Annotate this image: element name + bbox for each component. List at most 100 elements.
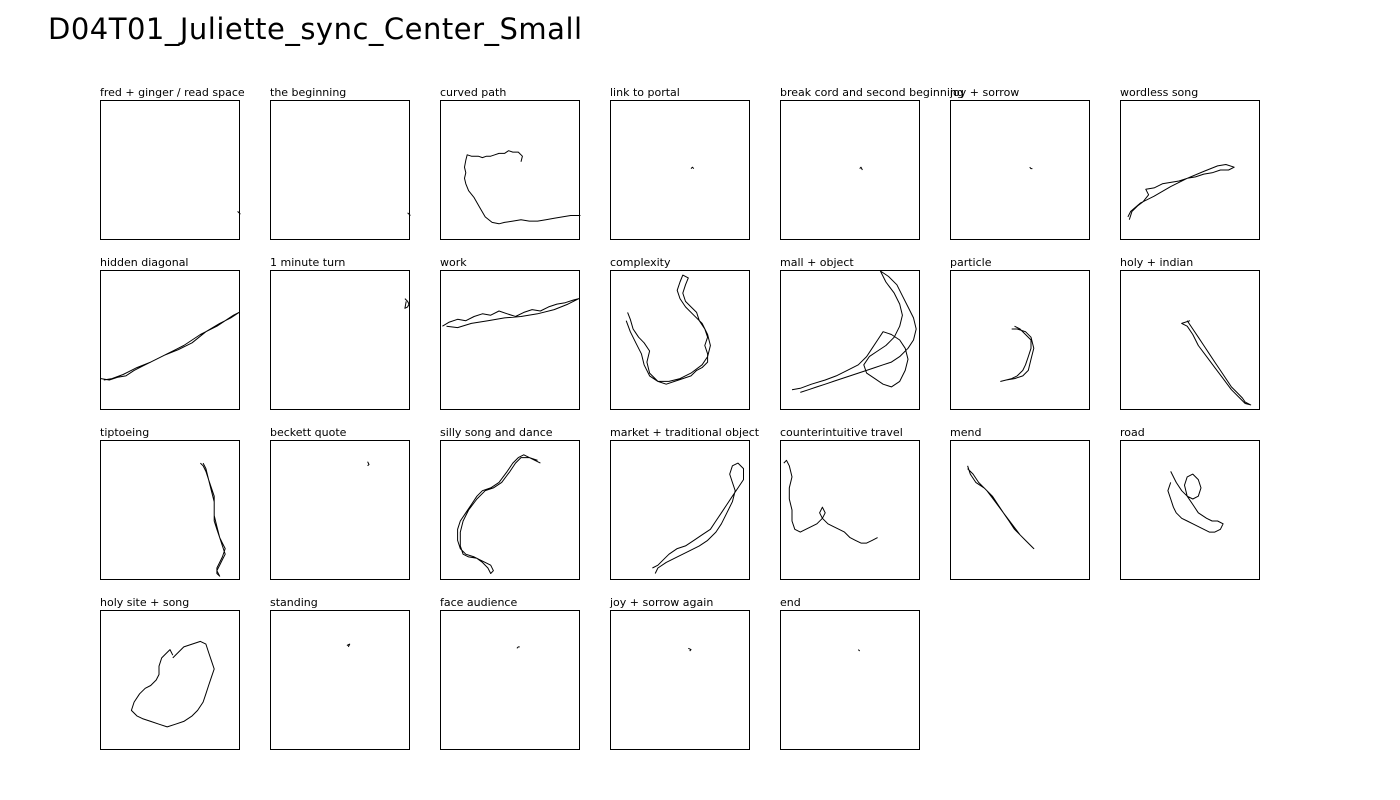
trajectory-line	[1127, 164, 1235, 220]
panel-svg	[367, 461, 370, 467]
trajectory-panel: 1 minute turn	[270, 256, 440, 426]
trajectory-panel: curved path	[440, 86, 610, 256]
trajectory-line	[688, 647, 692, 652]
panel-title: particle	[950, 256, 992, 269]
panel-svg	[407, 212, 411, 216]
panel-svg	[652, 462, 744, 574]
trajectory-panel: work	[440, 256, 610, 426]
panel-plot-area	[780, 270, 920, 410]
trajectory-panel: silly song and dance	[440, 426, 610, 596]
page-title: D04T01_Juliette_sync_Center_Small	[48, 12, 583, 46]
trajectory-panel: fred + ginger / read space	[100, 86, 270, 256]
panel-svg	[237, 211, 241, 215]
panel-svg	[859, 166, 863, 171]
panel-title: holy site + song	[100, 596, 190, 609]
trajectory-panel: road	[1120, 426, 1290, 596]
panel-title: road	[1120, 426, 1145, 439]
panel-svg	[1167, 471, 1224, 533]
trajectory-panel: particle	[950, 256, 1120, 426]
panel-svg	[791, 270, 917, 393]
panel-plot-area	[440, 440, 580, 580]
panel-title: end	[780, 596, 801, 609]
panel-plot-area	[950, 440, 1090, 580]
trajectory-panel: market + traditional object	[610, 426, 780, 596]
trajectory-panel: holy + indian	[1120, 256, 1290, 426]
panel-title: mall + object	[780, 256, 854, 269]
panel-plot-area	[440, 100, 581, 240]
trajectory-line	[130, 640, 215, 728]
panel-plot-area	[610, 610, 750, 750]
panel-title: market + traditional object	[610, 426, 760, 439]
panel-title: silly song and dance	[440, 426, 553, 439]
panel-title: joy + sorrow again	[610, 596, 714, 609]
panel-title: the beginning	[270, 86, 347, 99]
panel-plot-area	[100, 100, 241, 240]
panel-svg	[625, 274, 711, 385]
panel-title: 1 minute turn	[270, 256, 346, 269]
trajectory-line	[857, 649, 861, 652]
trajectory-panel: hidden diagonal	[100, 256, 270, 426]
trajectory-line	[783, 459, 878, 544]
trajectory-panel: break cord and second beginning	[780, 86, 964, 256]
panel-title: beckett quote	[270, 426, 347, 439]
trajectory-line	[367, 461, 370, 467]
trajectory-line	[100, 311, 240, 381]
panel-plot-area	[1120, 270, 1260, 410]
trajectory-line	[625, 274, 711, 385]
trajectory-panel: holy site + song	[100, 596, 270, 766]
trajectory-panel: mend	[950, 426, 1120, 596]
panel-svg	[464, 150, 581, 225]
panel-title: holy + indian	[1120, 256, 1194, 269]
panel-title: standing	[270, 596, 318, 609]
panel-plot-area	[610, 440, 750, 580]
panel-plot-area	[270, 270, 410, 410]
trajectory-line	[1000, 325, 1035, 382]
panel-plot-area	[440, 610, 580, 750]
trajectory-panel: end	[780, 596, 950, 766]
trajectory-line	[1029, 166, 1033, 170]
panel-title: hidden diagonal	[100, 256, 189, 269]
panel-plot-area	[100, 270, 240, 410]
trajectory-panel: counterintuitive travel	[780, 426, 950, 596]
trajectory-line	[1167, 471, 1224, 533]
panel-svg	[967, 465, 1035, 550]
trajectory-line	[652, 462, 744, 574]
trajectory-panel: beckett quote	[270, 426, 440, 596]
panel-svg	[857, 649, 861, 652]
trajectory-panel: face audience	[440, 596, 610, 766]
panel-title: tiptoeing	[100, 426, 150, 439]
trajectory-line	[859, 166, 863, 171]
panel-plot-area	[270, 100, 411, 240]
panel-plot-area	[610, 270, 750, 410]
trajectory-panel: wordless song	[1120, 86, 1290, 256]
panel-svg	[442, 298, 580, 329]
trajectory-line	[791, 270, 917, 393]
panel-title: joy + sorrow	[950, 86, 1020, 99]
panel-title: counterintuitive travel	[780, 426, 903, 439]
panel-svg	[1000, 325, 1035, 382]
panel-title: break cord and second beginning	[780, 86, 964, 99]
trajectory-line	[346, 643, 351, 648]
panel-plot-area	[270, 440, 410, 580]
panel-title: work	[440, 256, 467, 269]
trajectory-panel: joy + sorrow	[950, 86, 1120, 256]
panel-plot-area	[780, 440, 920, 580]
panel-svg	[100, 311, 240, 381]
panel-title: wordless song	[1120, 86, 1199, 99]
panel-svg	[1127, 164, 1235, 220]
trajectory-panel: mall + object	[780, 256, 950, 426]
panel-svg	[1029, 166, 1033, 170]
trajectory-line	[967, 465, 1035, 550]
trajectory-panel: the beginning	[270, 86, 440, 256]
panel-title: link to portal	[610, 86, 680, 99]
panel-plot-area	[1120, 100, 1260, 240]
trajectory-line	[457, 454, 541, 574]
trajectory-line	[690, 166, 695, 169]
trajectory-line	[442, 298, 580, 329]
panel-title: mend	[950, 426, 982, 439]
panel-svg	[404, 298, 410, 309]
panel-title: face audience	[440, 596, 518, 609]
panel-plot-area	[610, 100, 750, 240]
panel-svg	[690, 166, 695, 169]
